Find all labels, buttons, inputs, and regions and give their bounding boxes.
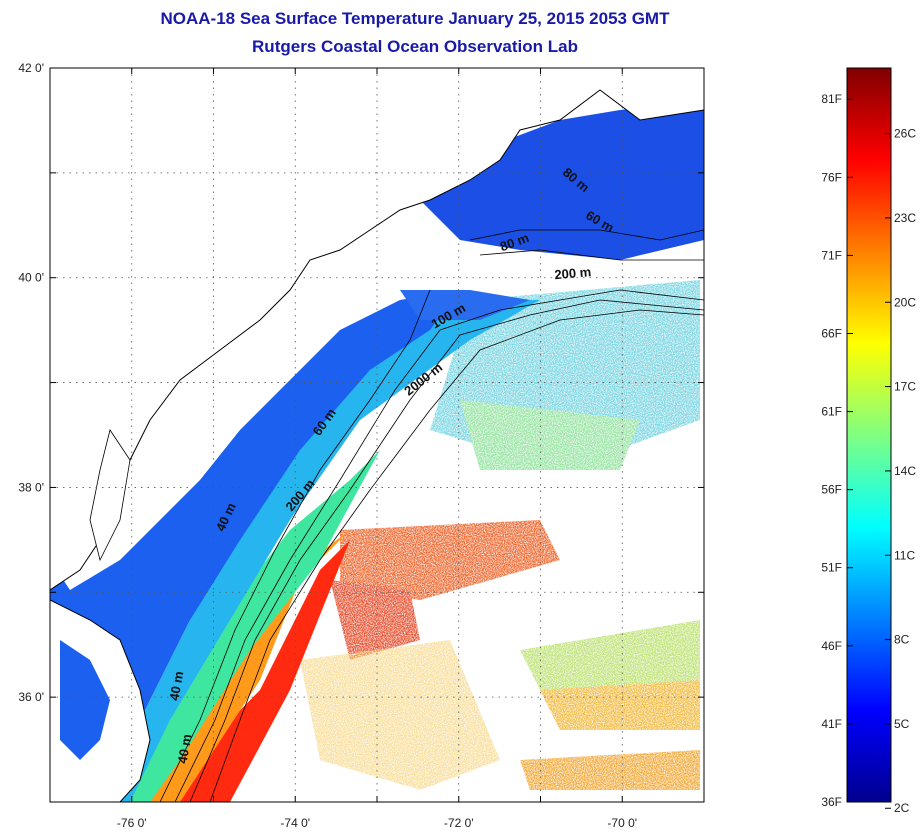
offshore-red-patch-2 bbox=[330, 580, 420, 660]
colorbar-labels: 81F 76F 71F 66F 61F 56F 51F 46F 41F 36F 26C 23C 20C 1… bbox=[821, 92, 916, 815]
colorbar-f-label: 81F bbox=[821, 92, 842, 106]
lon-tick-label: -76 0' bbox=[117, 816, 147, 830]
colorbar-c-label: 14C bbox=[894, 464, 916, 478]
colorbar-c-label: 11C bbox=[894, 548, 915, 562]
warm-front-band bbox=[130, 530, 350, 802]
colorbar-f-label: 66F bbox=[821, 326, 842, 340]
colorbar-c-label: 5C bbox=[894, 717, 910, 731]
colorbar-f-label: 56F bbox=[821, 483, 842, 497]
lat-tick-label: 42 0' bbox=[18, 61, 44, 75]
colorbar-c-label: 20C bbox=[894, 295, 916, 309]
contour-label: 40 m bbox=[175, 733, 195, 765]
colorbar-c-label: 2C bbox=[894, 801, 910, 815]
gulf-stream-core bbox=[150, 540, 350, 802]
gulf-of-maine-cold bbox=[420, 100, 704, 260]
lon-tick-label: -72 0' bbox=[444, 816, 474, 830]
graticule bbox=[50, 68, 704, 802]
colorbar-c-label: 8C bbox=[894, 633, 910, 647]
mid-shelf-band bbox=[105, 300, 540, 802]
lat-tick-label: 38 0' bbox=[18, 480, 44, 494]
colorbar-f-label: 76F bbox=[821, 170, 842, 184]
colorbar-f-label: 51F bbox=[821, 561, 842, 575]
colorbar-c-label: 17C bbox=[894, 380, 916, 394]
colorbar-f-label: 36F bbox=[821, 795, 842, 809]
lon-tick-label: -74 0' bbox=[280, 816, 310, 830]
colorbar-c-label: 23C bbox=[894, 211, 916, 225]
colorbar-f-label: 41F bbox=[821, 717, 842, 731]
colorbar-f-label: 61F bbox=[821, 405, 842, 419]
map-subtitle: Rutgers Coastal Ocean Observation Lab bbox=[252, 37, 578, 56]
map-title: NOAA-18 Sea Surface Temperature January … bbox=[160, 9, 670, 28]
ny-bight-cold bbox=[400, 290, 530, 320]
pamlico-sound bbox=[60, 640, 110, 760]
offshore-green-patch bbox=[460, 400, 640, 470]
colorbar-c-label: 26C bbox=[894, 127, 916, 141]
slope-water-band bbox=[120, 450, 380, 802]
offshore-orange-band bbox=[540, 680, 700, 730]
lat-tick-label: 40 0' bbox=[18, 271, 44, 285]
colorbar-f-label: 71F bbox=[821, 248, 842, 262]
bathymetry-contours bbox=[159, 229, 704, 802]
offshore-red-patch bbox=[340, 520, 560, 600]
colorbar-f-label: 46F bbox=[821, 639, 842, 653]
offshore-warm-patch bbox=[300, 640, 500, 790]
axis-ticks: -76 0' -74 0' -72 0' -70 0' 42 0' 40 0' 38 0' 3… bbox=[18, 61, 705, 830]
contour-label: 40 m bbox=[166, 670, 186, 702]
contour-label: 200 m bbox=[554, 264, 592, 282]
lon-tick-label: -70 0' bbox=[607, 816, 637, 830]
inner-shelf-band bbox=[50, 290, 460, 802]
lat-tick-label: 36 0' bbox=[18, 690, 44, 704]
colorbar bbox=[846, 67, 892, 803]
delmarva-peninsula bbox=[89, 429, 131, 562]
offshore-orange-band-2 bbox=[520, 750, 700, 790]
offshore-yellow-patch bbox=[520, 620, 700, 690]
